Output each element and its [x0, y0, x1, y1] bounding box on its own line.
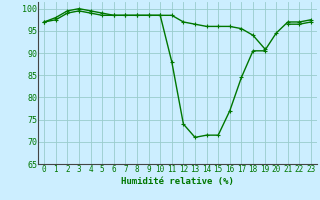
X-axis label: Humidité relative (%): Humidité relative (%)	[121, 177, 234, 186]
